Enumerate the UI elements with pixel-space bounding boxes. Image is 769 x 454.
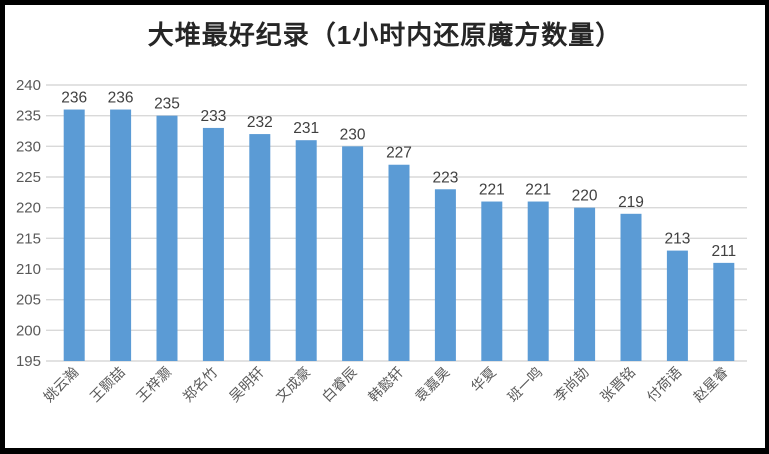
x-category-label: 郑名竹 [180, 364, 221, 405]
y-axis-tick-label: 230 [16, 138, 41, 155]
bar [156, 115, 178, 361]
bar-value-label: 211 [711, 243, 736, 260]
x-category-label: 李尚劼 [551, 364, 592, 405]
bar-value-label: 231 [293, 120, 319, 137]
bar-value-label: 235 [154, 96, 180, 113]
y-axis-tick-label: 200 [16, 322, 41, 339]
bar-value-label: 233 [200, 108, 226, 125]
bar-value-label: 221 [479, 182, 505, 199]
y-axis-tick-label: 215 [16, 230, 41, 247]
x-category-label: 袁嘉昊 [412, 364, 453, 405]
x-category-label: 吴明轩 [226, 364, 267, 405]
x-category-label: 王梓灏 [133, 364, 174, 405]
x-category-label: 付荷语 [644, 364, 685, 405]
bar [110, 109, 132, 362]
bar-value-label: 213 [664, 231, 690, 248]
y-axis-tick-label: 210 [16, 261, 41, 278]
bar [666, 250, 688, 361]
x-category-label: 赵星睿 [690, 364, 731, 405]
bar-value-label: 236 [108, 90, 134, 107]
y-axis-tick-label: 240 [16, 77, 41, 94]
x-category-label: 姚云瀚 [40, 364, 81, 405]
bar [434, 189, 456, 361]
x-category-label: 王颢喆 [87, 364, 128, 405]
x-category-label: 韩懿轩 [365, 364, 406, 405]
chart-title: 大堆最好纪录（1小时内还原魔方数量） [147, 20, 623, 50]
y-axis-tick-label: 205 [16, 292, 41, 309]
x-category-label: 张晋铭 [597, 364, 638, 405]
x-category-label: 白睿辰 [319, 364, 360, 405]
y-axis-tick-label: 195 [16, 353, 41, 370]
bar-chart: 195 200 205 210 215 220 225 230 235 240 236 姚云瀚 236 王… [16, 77, 747, 405]
y-axis-tick-label: 235 [16, 108, 41, 125]
bar [295, 140, 317, 361]
bar [713, 262, 735, 361]
bar [620, 213, 642, 361]
bar [202, 127, 224, 361]
bar [249, 134, 271, 361]
y-axis-tick-label: 225 [16, 169, 41, 186]
bar-value-label: 236 [61, 90, 87, 107]
bar-value-label: 230 [340, 126, 366, 143]
x-category-label: 班一鸣 [504, 364, 545, 405]
bar [574, 207, 596, 361]
bar-value-label: 232 [247, 114, 273, 131]
bar [388, 164, 410, 361]
bar [63, 109, 85, 362]
bar-value-label: 221 [525, 182, 551, 199]
bar-value-label: 223 [432, 169, 458, 186]
bar [527, 201, 549, 361]
bar-value-label: 227 [386, 145, 412, 162]
bar-value-label: 219 [618, 194, 644, 211]
y-axis-tick-label: 220 [16, 200, 41, 217]
bar-value-label: 220 [572, 188, 598, 205]
bar [342, 146, 364, 361]
bar [481, 201, 503, 361]
x-category-label: 华夏 [468, 364, 499, 395]
x-category-label: 文成豪 [272, 364, 313, 405]
